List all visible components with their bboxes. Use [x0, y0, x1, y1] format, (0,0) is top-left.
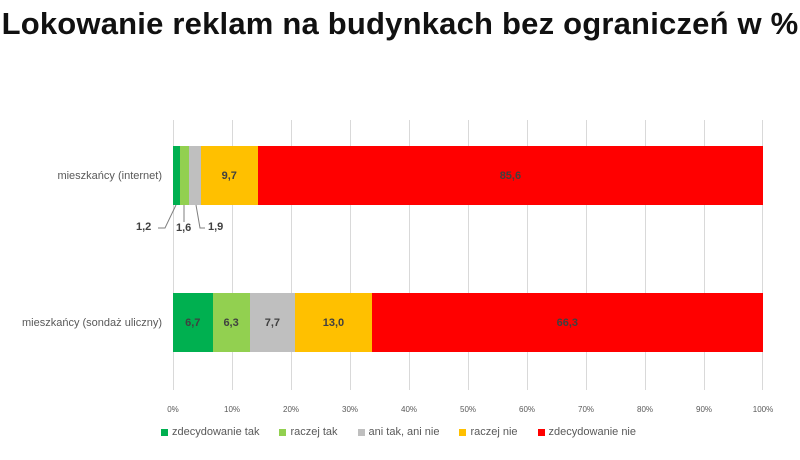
legend-item: raczej tak	[279, 426, 338, 438]
bar-internet: 9,7 85,6	[173, 146, 763, 205]
segment-raczej-tak: 6,3	[212, 293, 250, 352]
legend-swatch-icon	[161, 428, 168, 436]
legend-label: raczej nie	[470, 426, 518, 438]
legend-swatch-icon	[537, 428, 545, 436]
callout-label: 1,9	[208, 221, 224, 233]
gridline	[468, 120, 469, 390]
chart-title: Lokowanie reklam na budynkach bez ograni…	[1, 6, 799, 41]
x-tick: 50%	[459, 405, 477, 414]
x-tick: 0%	[167, 405, 179, 414]
segment-raczej-nie: 13,0	[295, 293, 372, 352]
legend-item: raczej nie	[459, 426, 518, 438]
legend-label: zdecydowanie nie	[548, 426, 636, 438]
segment-zdecydowanie-nie: 85,6	[257, 146, 763, 205]
gridline	[645, 120, 646, 390]
x-tick: 30%	[341, 405, 359, 414]
legend-label: ani tak, ani nie	[368, 426, 440, 438]
legend-item: zdecydowanie tak	[161, 426, 259, 438]
legend-label: zdecydowanie tak	[172, 426, 260, 438]
x-tick: 10%	[223, 405, 241, 414]
segment-ani-tak-ani-nie: 7,7	[249, 293, 296, 352]
x-tick: 60%	[518, 405, 536, 414]
legend: zdecydowanie tak raczej tak ani tak, ani…	[161, 426, 636, 438]
plot-area: 9,7 85,6 6,7 6,3 7,7 13,0 66,3	[173, 120, 763, 390]
x-tick: 90%	[695, 405, 713, 414]
gridline	[527, 120, 528, 390]
category-label: mieszkańcy (internet)	[57, 170, 162, 182]
gridline	[350, 120, 351, 390]
x-tick: 80%	[636, 405, 654, 414]
legend-item: zdecydowanie nie	[537, 426, 636, 438]
x-tick: 20%	[282, 405, 300, 414]
callout-label: 1,6	[176, 222, 192, 234]
segment-ani-tak-ani-nie	[189, 146, 201, 205]
segment-zdecydowanie-tak	[173, 146, 181, 205]
legend-label: raczej tak	[290, 426, 338, 438]
legend-swatch-icon	[357, 428, 365, 436]
gridline	[291, 120, 292, 390]
gridline	[409, 120, 410, 390]
segment-raczej-nie: 9,7	[200, 146, 258, 205]
category-label: mieszkańcy (sondaż uliczny)	[22, 317, 162, 329]
bar-sondaz: 6,7 6,3 7,7 13,0 66,3	[173, 293, 763, 352]
x-tick: 100%	[752, 405, 774, 414]
segment-zdecydowanie-tak: 6,7	[173, 293, 213, 352]
callout-label: 1,2	[136, 221, 152, 233]
segment-raczej-tak	[180, 146, 190, 205]
legend-swatch-icon	[279, 428, 287, 436]
gridline	[232, 120, 233, 390]
legend-swatch-icon	[459, 428, 467, 436]
x-tick: 40%	[400, 405, 418, 414]
gridline	[762, 120, 763, 390]
legend-item: ani tak, ani nie	[357, 426, 440, 438]
segment-zdecydowanie-nie: 66,3	[371, 293, 763, 352]
gridline	[173, 120, 174, 390]
gridline	[586, 120, 587, 390]
x-tick: 70%	[577, 405, 595, 414]
gridline	[704, 120, 705, 390]
